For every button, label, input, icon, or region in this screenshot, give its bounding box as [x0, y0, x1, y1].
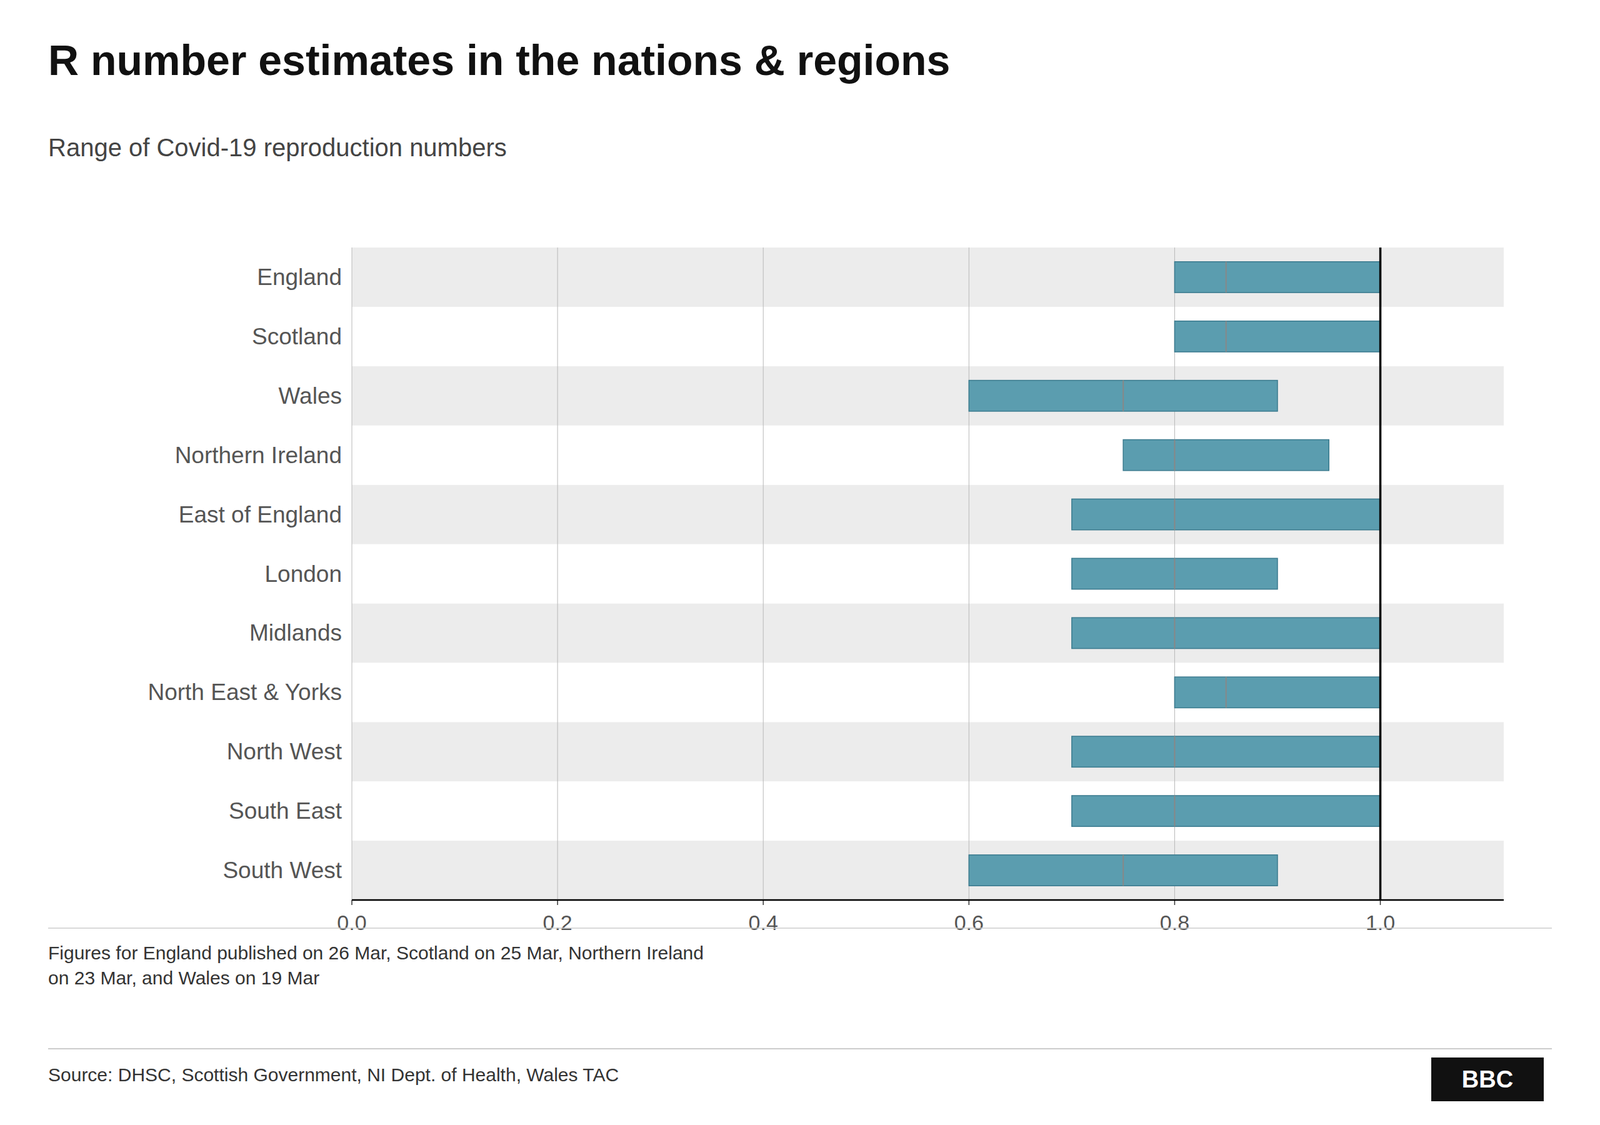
stripe: [351, 781, 1504, 841]
background: [0, 0, 1600, 1125]
range-bar: [968, 380, 1278, 412]
category-label: Wales: [278, 383, 342, 409]
category-label: London: [265, 561, 342, 587]
stripe: [351, 544, 1504, 604]
stripe: [351, 603, 1504, 663]
logo-box: [1431, 1057, 1544, 1102]
stripe: [351, 721, 1504, 782]
x-axis: 0.0 0.2 0.4 0.6 0.8 1.0: [336, 900, 1504, 935]
range-bar: [1174, 261, 1380, 293]
mid-line: [1173, 498, 1175, 530]
grid-line: [557, 247, 559, 900]
category-label: East of England: [178, 501, 342, 528]
category-label: England: [256, 264, 342, 290]
category-label: North West: [226, 738, 343, 765]
tick-label: 0.4: [748, 910, 779, 935]
mid-line: [1173, 440, 1175, 471]
tick-label: 0.2: [542, 910, 572, 935]
footnote-line: on 23 Mar, and Wales on 19 Mar: [48, 967, 320, 989]
tick-label: 0.8: [1160, 910, 1190, 935]
range-bar: [1071, 558, 1278, 589]
category-label: South East: [228, 798, 343, 824]
mid-line: [1122, 380, 1124, 412]
grid-line: [351, 247, 353, 900]
mid-line: [1173, 736, 1175, 767]
divider: [48, 1048, 1552, 1050]
stripe: [351, 247, 1504, 307]
x-axis-line: [351, 899, 1504, 902]
grid-line: [1380, 247, 1381, 900]
title: R number estimates in the nations & regi…: [48, 36, 950, 84]
stripe: [351, 662, 1504, 722]
mid-line: [1173, 617, 1175, 649]
grid-line: [763, 247, 764, 900]
range-bar: [968, 855, 1278, 886]
mid-line: [1225, 676, 1227, 708]
tick-label: 0.0: [336, 910, 367, 935]
range-bar: [1071, 617, 1381, 649]
stripe: [351, 485, 1504, 545]
grid: [351, 247, 1381, 900]
y-axis: South West South East North West North East…: [147, 264, 342, 884]
logo: BBC: [1461, 1066, 1514, 1093]
stripe: [351, 306, 1504, 367]
tick-label: 0.6: [954, 910, 984, 935]
range-bar: [1071, 795, 1381, 827]
category-label: Midlands: [249, 620, 342, 646]
mid-line: [1122, 855, 1124, 886]
category-label: Northern Ireland: [175, 442, 342, 469]
marks: [968, 247, 1380, 900]
category-label: South West: [222, 857, 342, 884]
subtitle: Range of Covid-19 reproduction numbers: [48, 133, 507, 162]
mid-line: [1173, 558, 1175, 589]
mid-line: [1173, 795, 1175, 827]
range-bar: [1071, 736, 1381, 767]
reference-line: [1379, 247, 1382, 900]
footnote: Figures for England published on 26 Mar,…: [48, 942, 704, 989]
source: Source: DHSC, Scottish Government, NI De…: [48, 1064, 619, 1085]
range-bar: [1174, 676, 1380, 708]
stripe: [351, 366, 1504, 426]
chart: R number estimates in the nations & regi…: [0, 0, 1600, 1125]
stripe: [351, 425, 1504, 485]
category-label: Scotland: [251, 323, 342, 350]
grid-line: [968, 247, 970, 900]
mid-line: [1225, 261, 1227, 293]
range-bar: [1071, 498, 1381, 530]
range-bar: [1123, 440, 1329, 471]
stripes: [351, 247, 1504, 900]
range-bar: [1174, 321, 1380, 352]
stripe: [351, 840, 1504, 900]
divider: [48, 927, 1552, 929]
footnote-line: Figures for England published on 26 Mar,…: [48, 942, 704, 964]
category-label: North East & Yorks: [147, 679, 342, 705]
tick-label: 1.0: [1365, 910, 1395, 935]
mid-line: [1225, 321, 1227, 352]
